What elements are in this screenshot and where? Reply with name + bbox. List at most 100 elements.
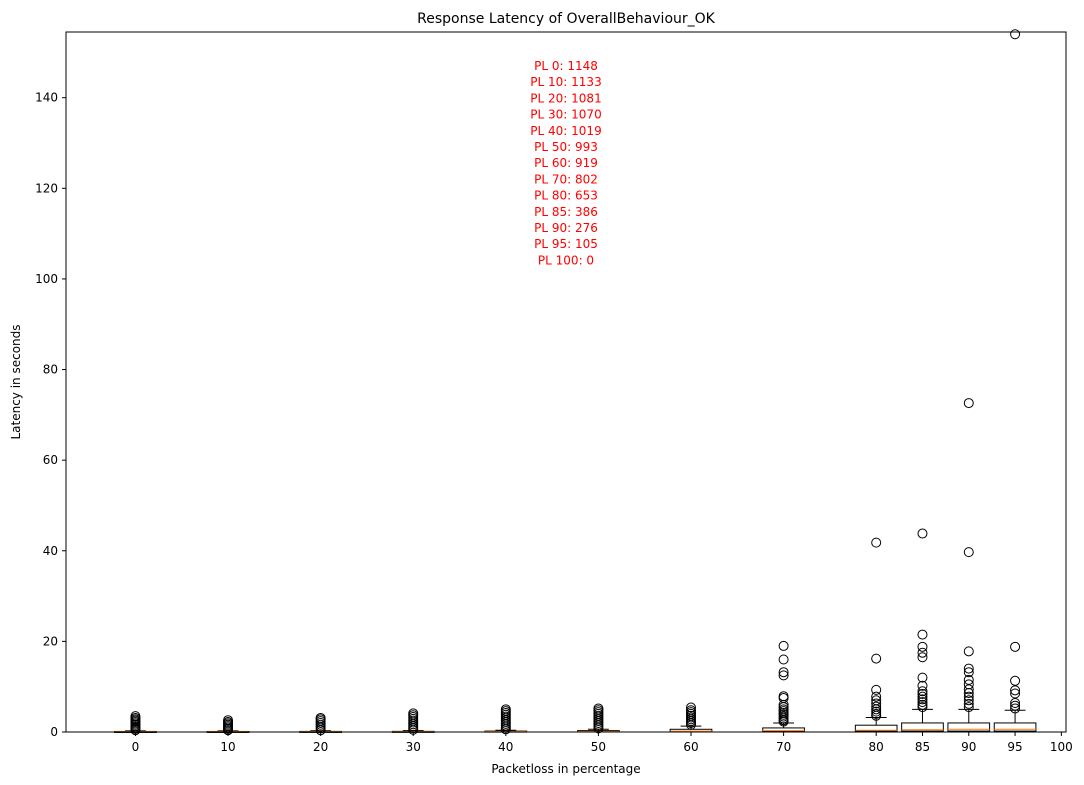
box-iqr xyxy=(993,722,1037,732)
outlier-point xyxy=(871,708,882,719)
outlier-point xyxy=(500,704,511,715)
y-tick-label: 40 xyxy=(43,544,58,558)
x-tick-label: 80 xyxy=(869,740,884,754)
outlier-point xyxy=(917,680,928,691)
count-annotation: PL 85: 386 xyxy=(534,205,598,219)
x-tick-label: 60 xyxy=(683,740,698,754)
outlier-point xyxy=(871,684,882,695)
outlier-point xyxy=(963,674,974,685)
count-annotation: PL 95: 105 xyxy=(534,237,598,251)
box-iqr xyxy=(854,724,898,732)
plot-area: 0 10 20 30 40 50 60 70 80 85 90 95 100 0 20 40 60 80 100 12… xyxy=(35,29,1073,754)
x-tick-label: 30 xyxy=(406,740,421,754)
outlier-point xyxy=(871,537,882,548)
outlier-point xyxy=(963,646,974,657)
outlier-point xyxy=(917,691,928,702)
box-iqr xyxy=(762,727,805,732)
count-annotation: PL 20: 1081 xyxy=(530,91,601,105)
outlier-point xyxy=(1010,29,1021,40)
count-annotation: PL 40: 1019 xyxy=(530,124,601,138)
y-tick-label: 100 xyxy=(35,272,58,286)
count-annotation: PL 100: 0 xyxy=(538,253,594,267)
outlier-point xyxy=(917,528,928,539)
outlier-point xyxy=(871,653,882,664)
outlier-point xyxy=(871,698,882,709)
y-tick-label: 120 xyxy=(35,181,58,195)
x-tick-label: 40 xyxy=(498,740,513,754)
x-tick-label: 100 xyxy=(1050,740,1073,754)
outlier-point xyxy=(917,641,928,652)
plot-frame xyxy=(65,31,1067,733)
count-annotation: PL 70: 802 xyxy=(534,172,598,186)
outlier-point xyxy=(778,667,789,678)
outlier-point xyxy=(1010,703,1021,714)
outlier-point xyxy=(917,652,928,663)
outlier-point xyxy=(917,647,928,658)
outlier-point xyxy=(963,667,974,678)
outlier-point xyxy=(686,705,696,716)
outlier-point xyxy=(686,702,696,713)
outlier-point xyxy=(315,712,326,723)
outlier-point xyxy=(917,699,928,710)
outlier-point xyxy=(778,640,789,651)
outlier-point xyxy=(130,711,141,722)
outlier-point xyxy=(778,670,789,681)
x-tick-label: 85 xyxy=(915,740,930,754)
x-tick-label: 50 xyxy=(591,740,606,754)
outlier-point xyxy=(871,701,882,712)
outlier-point xyxy=(963,398,974,409)
outlier-point xyxy=(963,702,974,713)
chart-title: Response Latency of OverallBehaviour_OK xyxy=(417,11,716,27)
outlier-point xyxy=(871,691,882,702)
outlier-point xyxy=(917,629,928,640)
x-tick-label: 20 xyxy=(313,740,328,754)
x-tick-label: 90 xyxy=(961,740,976,754)
outlier-point xyxy=(871,695,882,706)
box-iqr xyxy=(947,722,991,732)
x-tick-label: 95 xyxy=(1007,740,1022,754)
count-annotation: PL 30: 1070 xyxy=(530,108,601,122)
outlier-point xyxy=(917,694,928,705)
outlier-point xyxy=(778,654,789,665)
outlier-point xyxy=(778,691,789,702)
outlier-point xyxy=(1010,685,1021,696)
outlier-point xyxy=(917,702,928,713)
outlier-point xyxy=(963,698,974,709)
outlier-point xyxy=(1010,641,1021,652)
outlier-point xyxy=(1010,675,1021,686)
y-axis-label: Latency in seconds xyxy=(9,324,23,439)
outlier-point xyxy=(593,703,604,714)
outlier-point xyxy=(917,688,928,699)
y-tick-label: 0 xyxy=(50,725,58,739)
outlier-point xyxy=(778,704,789,715)
x-tick-label: 70 xyxy=(776,740,791,754)
y-tick-label: 140 xyxy=(35,91,58,105)
outlier-point xyxy=(1010,700,1021,711)
count-annotation: PL 60: 919 xyxy=(534,156,598,170)
outlier-point xyxy=(223,715,234,726)
outlier-point xyxy=(917,697,928,708)
count-annotation: PL 0: 1148 xyxy=(534,59,598,73)
count-annotation: PL 50: 993 xyxy=(534,140,598,154)
x-tick-label: 0 xyxy=(132,740,140,754)
count-annotation: PL 90: 276 xyxy=(534,221,598,235)
outlier-point xyxy=(408,708,419,719)
outlier-point xyxy=(963,679,974,690)
outlier-point xyxy=(963,695,974,706)
outlier-point xyxy=(871,706,882,717)
outlier-point xyxy=(917,686,928,697)
outlier-point xyxy=(963,691,974,702)
outlier-point xyxy=(1010,698,1021,709)
outlier-point xyxy=(963,547,974,558)
y-tick-label: 80 xyxy=(43,363,58,377)
box-iqr xyxy=(901,722,944,732)
outlier-point xyxy=(963,684,974,695)
outlier-point xyxy=(1010,688,1021,699)
x-tick-label: 10 xyxy=(220,740,235,754)
outlier-point xyxy=(917,672,928,683)
outlier-point xyxy=(963,663,974,674)
y-tick-label: 60 xyxy=(43,453,58,467)
count-annotation: PL 80: 653 xyxy=(534,189,598,203)
x-axis-label: Packetloss in percentage xyxy=(491,762,640,776)
